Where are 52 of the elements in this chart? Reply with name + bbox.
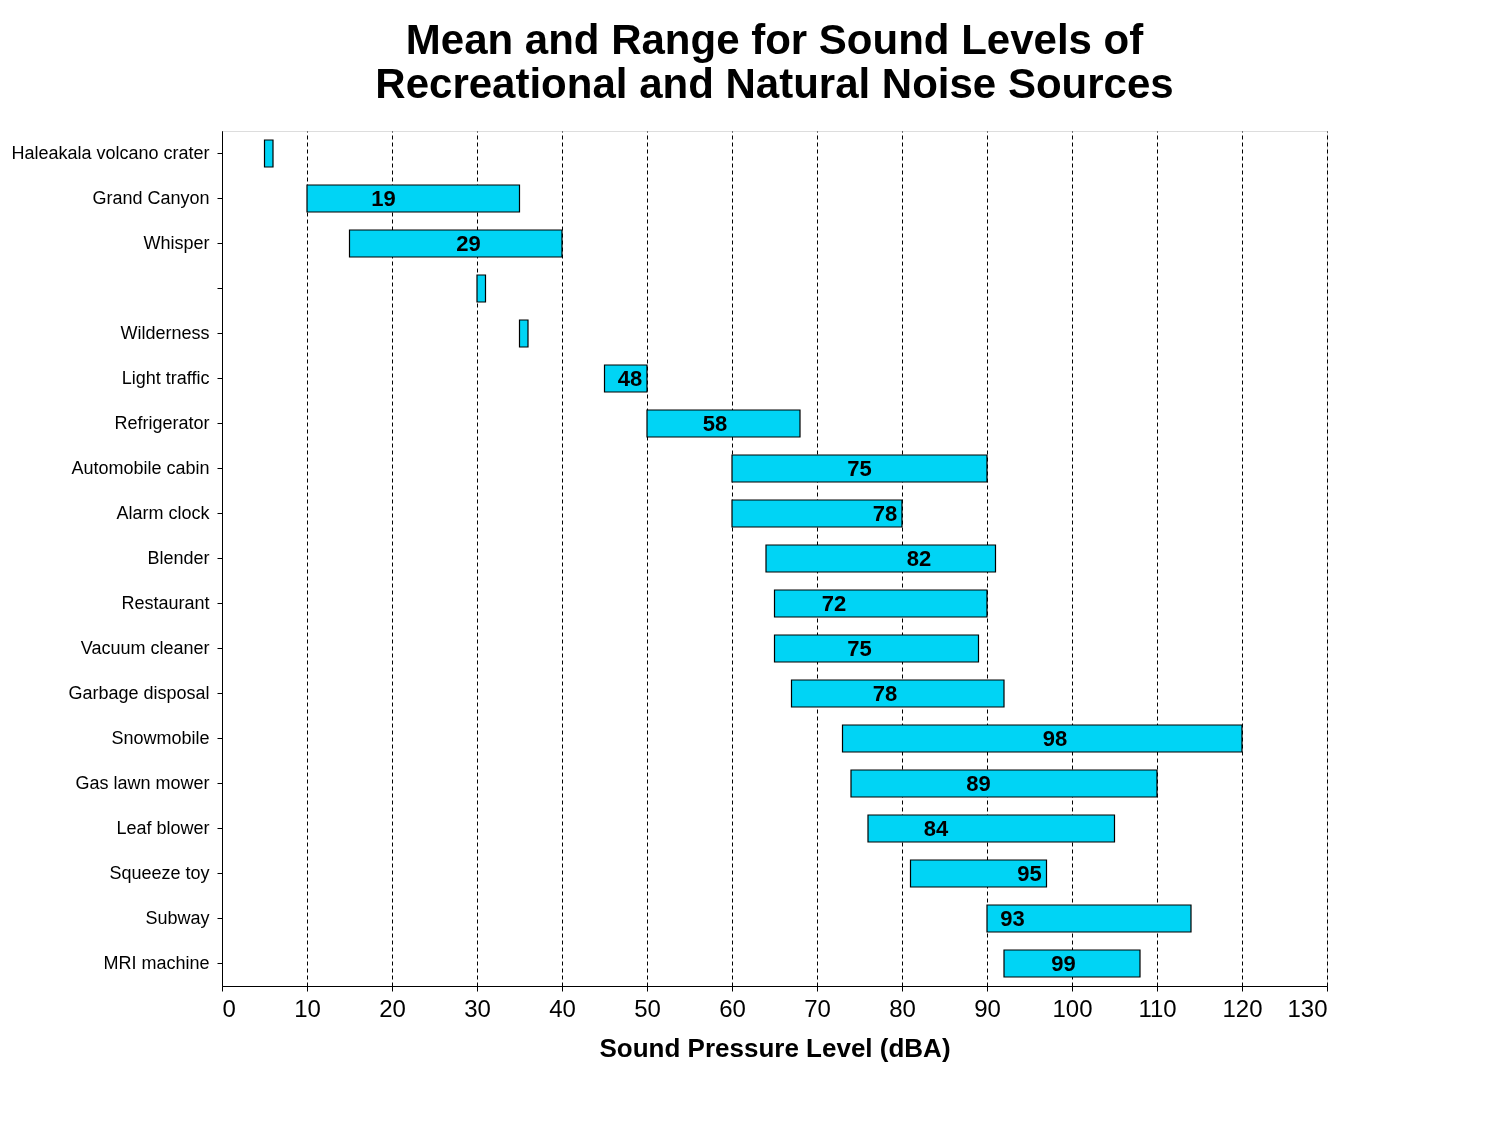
annotation: 78 xyxy=(872,500,898,526)
annotation: 29 xyxy=(456,230,481,256)
annotation: 82 xyxy=(906,545,932,571)
y-tick-label: Wilderness xyxy=(120,322,210,343)
y-tick-label: Haleakala volcano crater xyxy=(11,142,210,163)
text: Mean and Range for Sound Levels of xyxy=(405,16,1144,63)
annotation: 78 xyxy=(872,680,898,706)
y-tick-label: MRI machine xyxy=(103,952,210,973)
y-tick-label: Alarm clock xyxy=(116,502,211,523)
annotation: 98 xyxy=(1042,725,1068,751)
annotation: 48 xyxy=(617,365,643,391)
y-tick-label: Garbage disposal xyxy=(68,682,210,703)
x-tick-label: 20 xyxy=(379,994,406,1022)
bar xyxy=(518,319,529,348)
y-tick-label: Grand Canyon xyxy=(92,187,210,208)
y-tick-label: Snowmobile xyxy=(111,727,210,748)
annotation: 72 xyxy=(821,590,847,616)
x-tick-label: 0 xyxy=(222,994,236,1022)
y-tick-label: Gas lawn mower xyxy=(75,772,210,793)
x-tick-label: 70 xyxy=(804,994,831,1022)
x-axis-title: Sound Pressure Level (dBA) xyxy=(599,1032,951,1063)
annotation: 95 xyxy=(1017,860,1042,886)
annotation: 75 xyxy=(847,455,872,481)
annotation: 84 xyxy=(923,815,949,841)
y-tick-label: Vacuum cleaner xyxy=(80,637,210,658)
y-tick-label: Leaf blower xyxy=(116,817,210,838)
x-tick-label: 120 xyxy=(1222,994,1263,1022)
bar xyxy=(263,139,274,168)
annotation: 99 xyxy=(1051,950,1076,976)
annotation: 58 xyxy=(702,410,728,436)
annotation: 19 xyxy=(371,185,396,211)
x-tick-label: 80 xyxy=(889,994,916,1022)
annotation: 75 xyxy=(847,635,872,661)
y-tick-label: Squeeze toy xyxy=(109,862,210,883)
y-tick-label: Blender xyxy=(147,547,210,568)
y-tick-label: Whisper xyxy=(143,232,210,253)
y-tick-label: Subway xyxy=(145,907,210,928)
x-tick-label: 30 xyxy=(464,994,491,1022)
y-tick-label: Refrigerator xyxy=(114,412,210,433)
x-tick-label: 100 xyxy=(1052,994,1093,1022)
x-tick-label: 10 xyxy=(294,994,321,1022)
x-tick-label: 130 xyxy=(1287,994,1328,1022)
annotation: 89 xyxy=(966,770,991,796)
y-tick-label: Restaurant xyxy=(121,592,210,613)
y-tick-label: Light traffic xyxy=(121,367,210,388)
x-tick-label: 90 xyxy=(974,994,1001,1022)
x-tick-label: 50 xyxy=(634,994,661,1022)
x-tick-label: 60 xyxy=(719,994,746,1022)
x-tick-label: 110 xyxy=(1138,994,1177,1022)
x-tick-label: 40 xyxy=(549,994,576,1022)
y-tick-label: Automobile cabin xyxy=(71,457,210,478)
annotation: 93 xyxy=(1000,905,1025,931)
